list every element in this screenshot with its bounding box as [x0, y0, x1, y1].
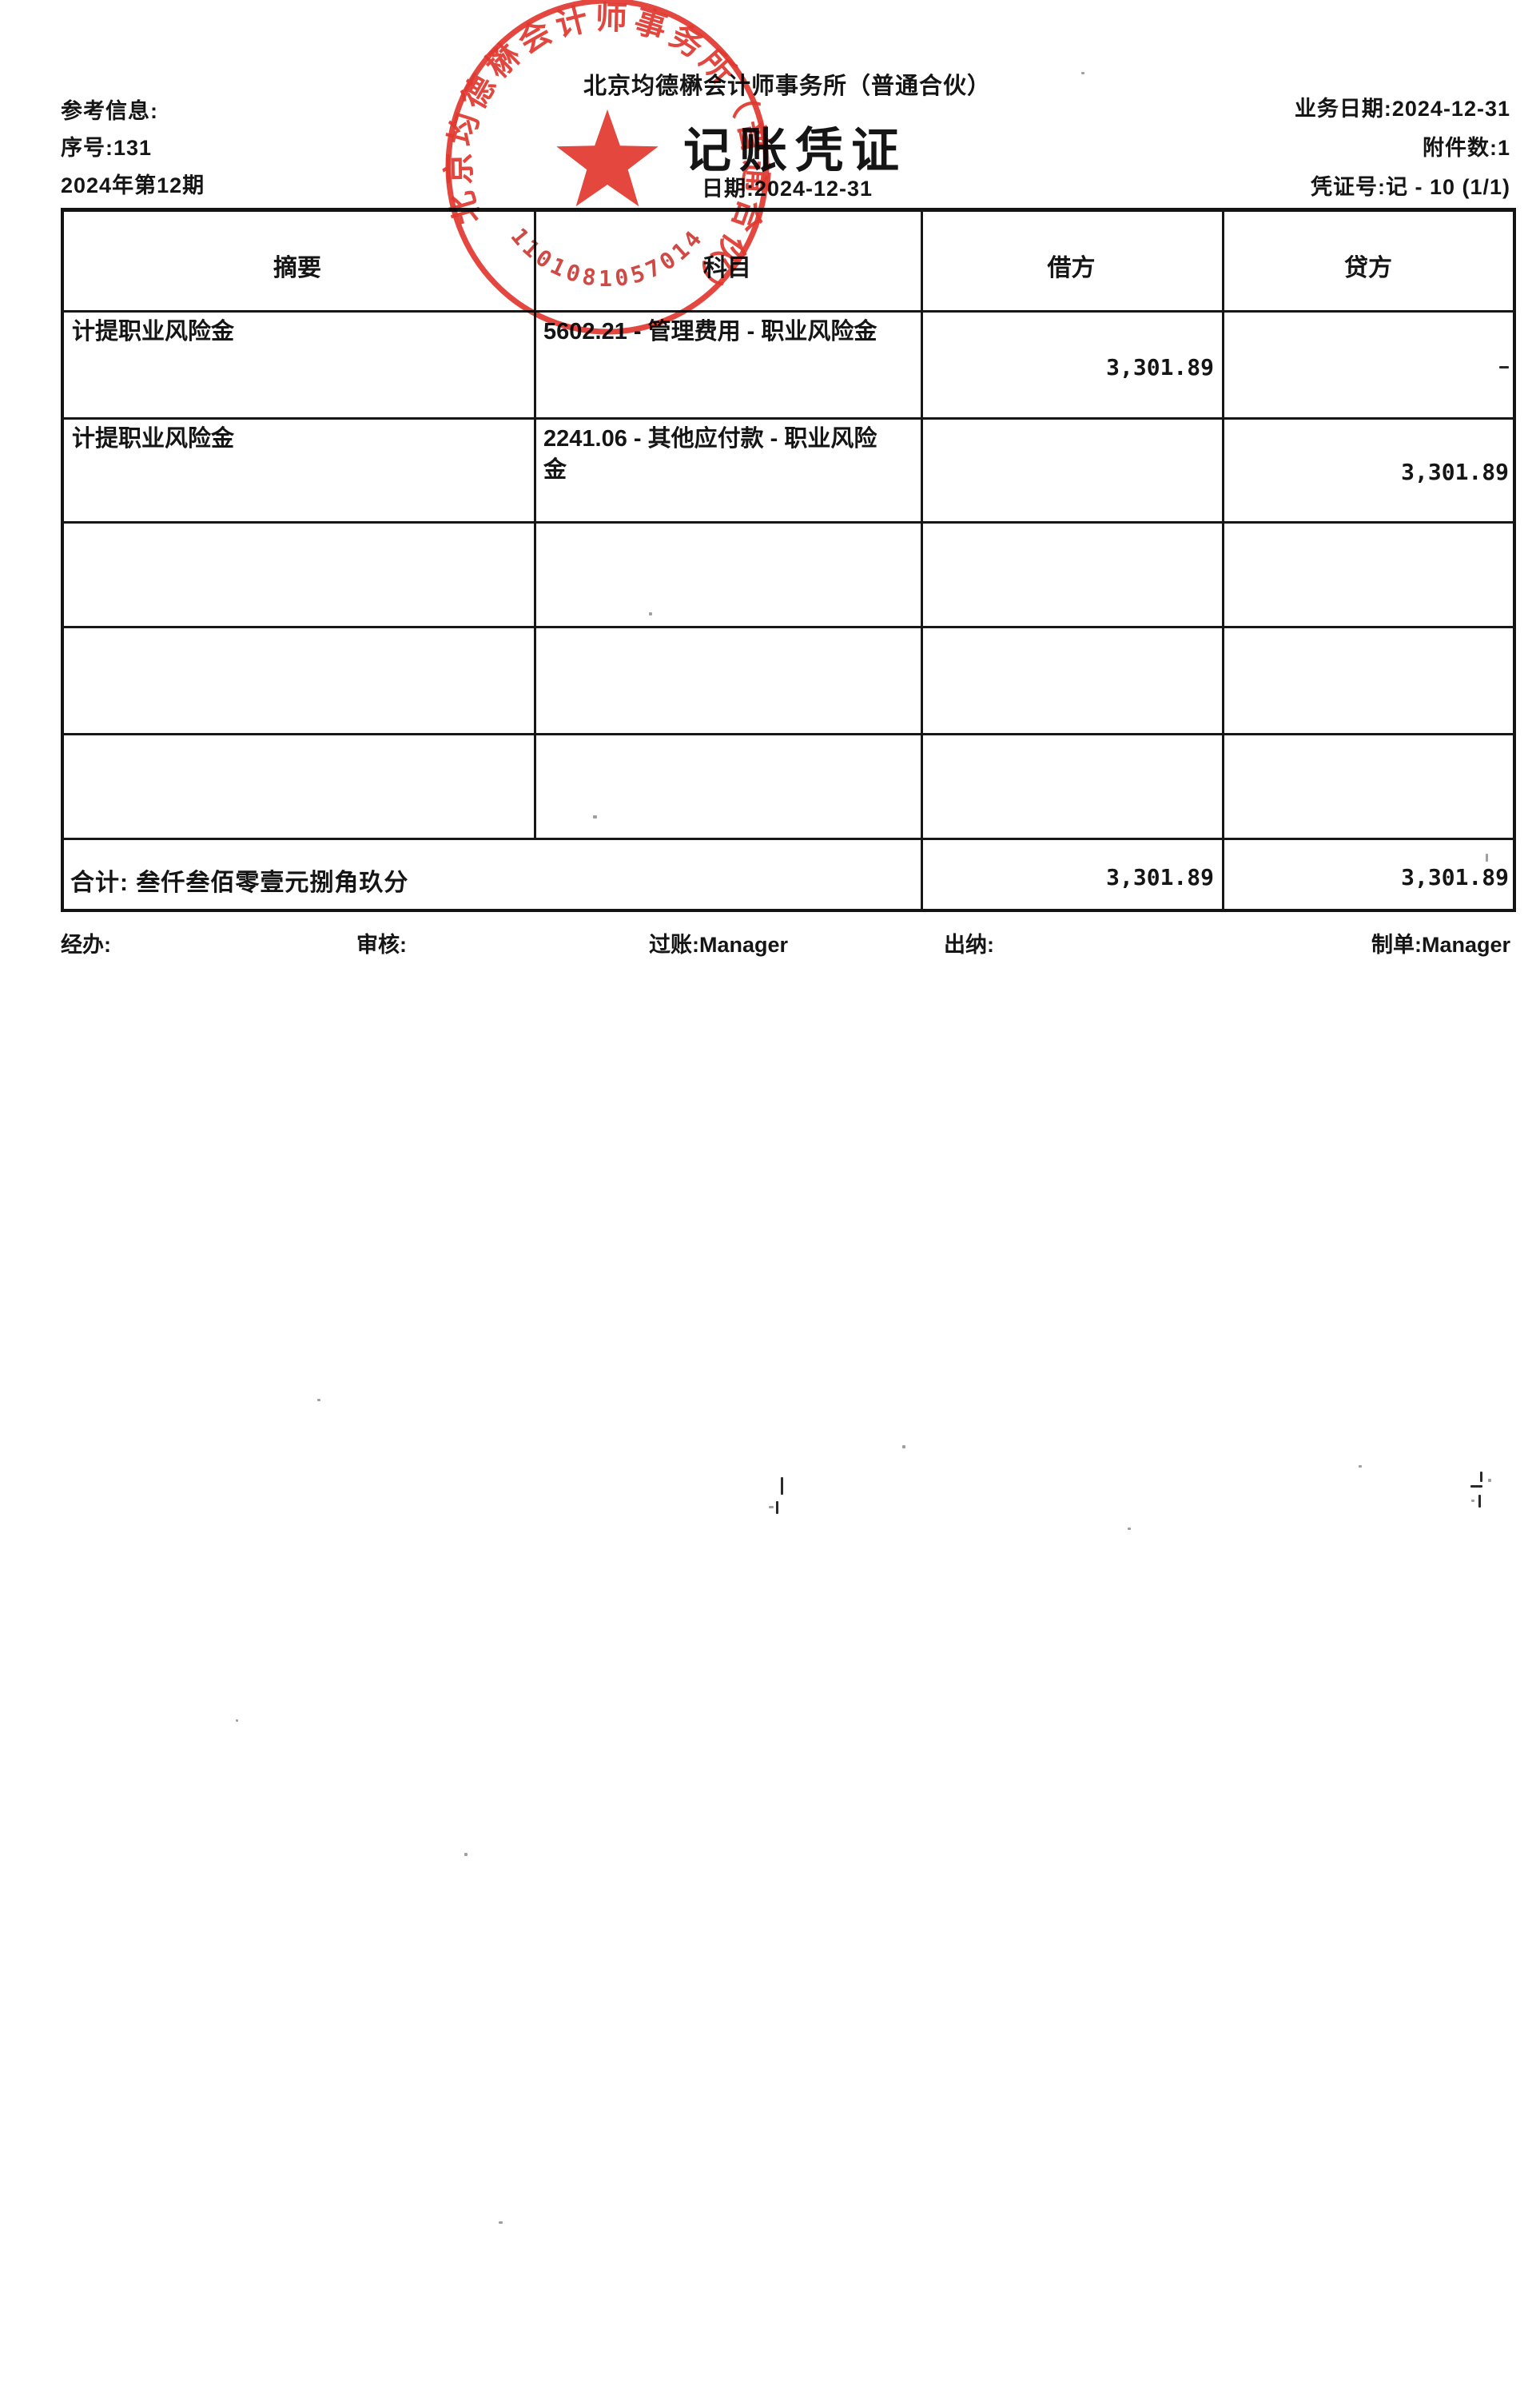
row-line-4 — [61, 626, 1516, 628]
scan-speck — [769, 1506, 774, 1508]
period-label: 2024年第12期 — [61, 173, 205, 197]
scan-speck — [1499, 366, 1509, 368]
row-summary: 计提职业风险金 — [72, 426, 235, 452]
scan-speck — [1488, 1479, 1491, 1482]
scan-speck — [781, 1477, 783, 1495]
total-label: 合计: 叁仟叁佰零壹元捌角玖分 — [70, 870, 409, 896]
company-name: 北京均德楙会计师事务所（普通合伙） — [583, 74, 992, 99]
footer-cashier: 出纳: — [944, 933, 994, 957]
scan-speck — [1478, 1495, 1481, 1508]
seal-number-text: 1101081057014 — [505, 223, 709, 292]
table-border-top — [61, 208, 1516, 212]
table-border-bottom — [61, 909, 1516, 912]
row-line-5 — [61, 733, 1516, 735]
row-line-6 — [61, 838, 1516, 840]
total-credit-amount: 3,301.89 — [1401, 864, 1509, 890]
col-header-credit: 贷方 — [1344, 255, 1392, 281]
scan-speck — [499, 2221, 503, 2224]
footer-handler: 经办: — [61, 933, 111, 957]
voucher-number: 凭证号:记 - 10 (1/1) — [1310, 175, 1510, 199]
scan-speck — [1128, 1528, 1131, 1530]
col-line-debit-credit — [1222, 209, 1224, 911]
row-line-3 — [61, 521, 1516, 524]
total-debit-amount: 3,301.89 — [1106, 864, 1214, 890]
row-line-2 — [61, 417, 1516, 420]
ref-info-label: 参考信息: — [61, 99, 158, 123]
scan-speck — [1081, 72, 1084, 74]
row-credit-amount: 3,301.89 — [1401, 459, 1509, 485]
scan-speck — [1480, 1472, 1482, 1482]
table-border-left — [61, 208, 64, 912]
serial-number: 序号:131 — [61, 136, 153, 160]
attachment-count: 附件数:1 — [1422, 136, 1510, 160]
row-debit-amount: 3,301.89 — [1106, 354, 1214, 380]
footer-posted-by: 过账:Manager — [649, 933, 789, 957]
scan-speck — [1470, 1485, 1482, 1488]
col-header-debit: 借方 — [1047, 255, 1096, 281]
voucher-title: 记账凭证 — [683, 124, 907, 177]
col-line-account-debit — [921, 209, 923, 911]
seal-star — [556, 110, 659, 207]
footer-reviewer: 审核: — [356, 933, 407, 957]
footer-prepared-by: 制单:Manager — [1371, 933, 1511, 957]
company-seal: 北京均德楙会计师事务所（普通合伙） 1101081057014 — [442, 0, 774, 335]
row-summary: 计提职业风险金 — [72, 319, 235, 345]
business-date: 业务日期:2024-12-31 — [1294, 97, 1510, 121]
scan-speck — [1359, 1465, 1362, 1468]
scan-speck — [236, 1719, 238, 1722]
voucher-date: 日期:2024-12-31 — [701, 177, 873, 201]
table-border-right — [1513, 208, 1516, 912]
scan-speck — [1486, 854, 1488, 862]
scan-speck — [317, 1399, 320, 1401]
scan-speck — [1471, 1500, 1474, 1502]
scan-speck — [776, 1501, 778, 1514]
scan-speck — [649, 612, 652, 615]
col-line-summary-account — [534, 209, 536, 838]
row-account: 2241.06 - 其他应付款 - 职业风险金 — [543, 426, 877, 483]
col-header-summary: 摘要 — [273, 255, 321, 281]
scan-speck — [902, 1445, 905, 1448]
scan-speck — [464, 1853, 468, 1856]
row-line-1 — [61, 310, 1516, 313]
scan-speck — [593, 815, 597, 819]
seal-ring — [445, 0, 770, 335]
